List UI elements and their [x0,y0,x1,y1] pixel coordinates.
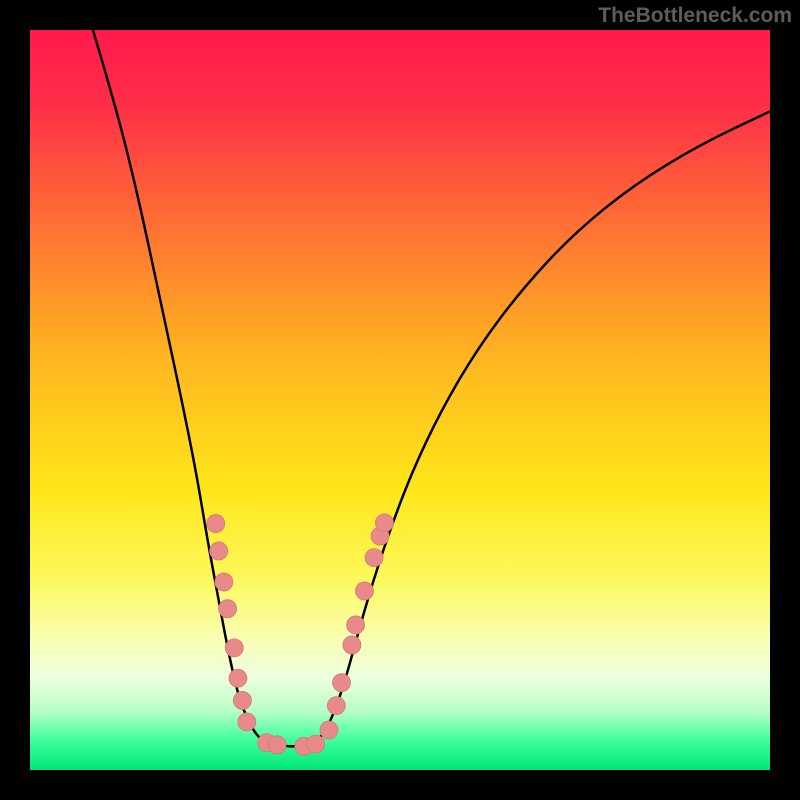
plot-background [30,30,770,770]
watermark-text: TheBottleneck.com [598,4,792,28]
